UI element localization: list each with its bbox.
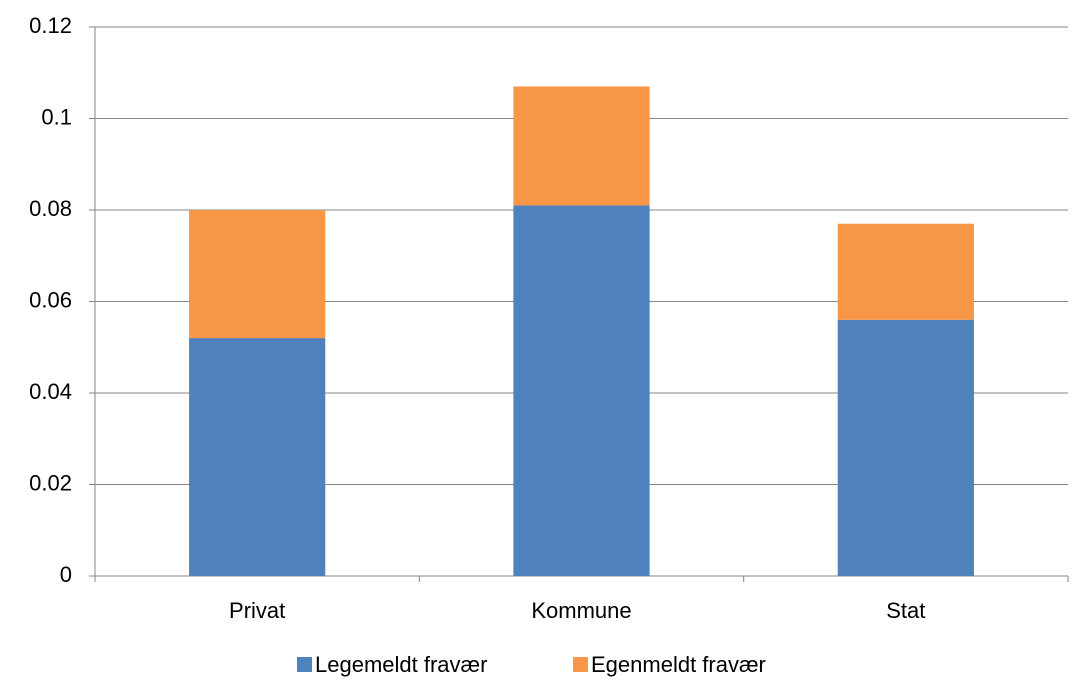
y-tick-label: 0.1 [41, 104, 72, 129]
x-tick-label: Kommune [531, 598, 631, 623]
x-tick-label: Privat [229, 598, 285, 623]
y-tick-label: 0 [60, 562, 72, 587]
y-tick-label: 0.04 [29, 379, 72, 404]
y-tick-label: 0.02 [29, 470, 72, 495]
bar-segment [513, 86, 650, 206]
bar-segment [189, 338, 326, 576]
legend-label: Egenmeldt fravær [591, 652, 766, 677]
bar-segment [189, 210, 326, 339]
legend-swatch [573, 657, 588, 672]
legend-swatch [297, 657, 312, 672]
bar-segment [513, 205, 650, 577]
y-tick-label: 0.12 [29, 13, 72, 38]
y-tick-label: 0.08 [29, 196, 72, 221]
bar-segment [837, 319, 974, 576]
bar-segment [837, 223, 974, 320]
legend-label: Legemeldt fravær [315, 652, 487, 677]
y-tick-label: 0.06 [29, 287, 72, 312]
x-tick-label: Stat [886, 598, 925, 623]
